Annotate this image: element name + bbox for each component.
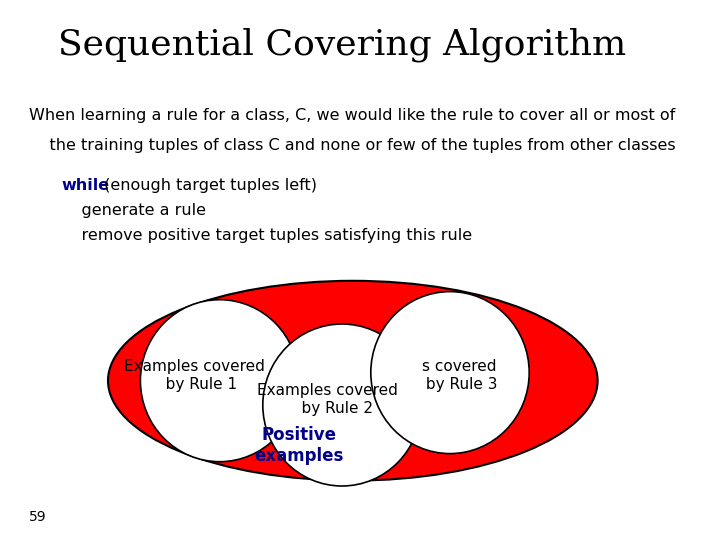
Text: 59: 59 (29, 510, 46, 524)
Text: the training tuples of class C and none or few of the tuples from other classes: the training tuples of class C and none … (29, 138, 675, 153)
Text: Examples covered
   by Rule 1: Examples covered by Rule 1 (124, 359, 265, 392)
Text: remove positive target tuples satisfying this rule: remove positive target tuples satisfying… (61, 228, 472, 244)
Ellipse shape (263, 324, 421, 486)
Text: When learning a rule for a class, C, we would like the rule to cover all or most: When learning a rule for a class, C, we … (29, 108, 675, 123)
Text: s covered
 by Rule 3: s covered by Rule 3 (421, 359, 498, 392)
Ellipse shape (108, 281, 598, 481)
Text: generate a rule: generate a rule (61, 202, 206, 218)
Text: Examples covered
    by Rule 2: Examples covered by Rule 2 (257, 383, 398, 416)
Text: (enough target tuples left): (enough target tuples left) (99, 178, 317, 193)
Text: while: while (61, 178, 109, 193)
Text: Sequential Covering Algorithm: Sequential Covering Algorithm (58, 27, 626, 62)
Ellipse shape (371, 292, 529, 454)
Ellipse shape (140, 300, 299, 462)
Text: Positive
examples: Positive examples (254, 426, 343, 465)
